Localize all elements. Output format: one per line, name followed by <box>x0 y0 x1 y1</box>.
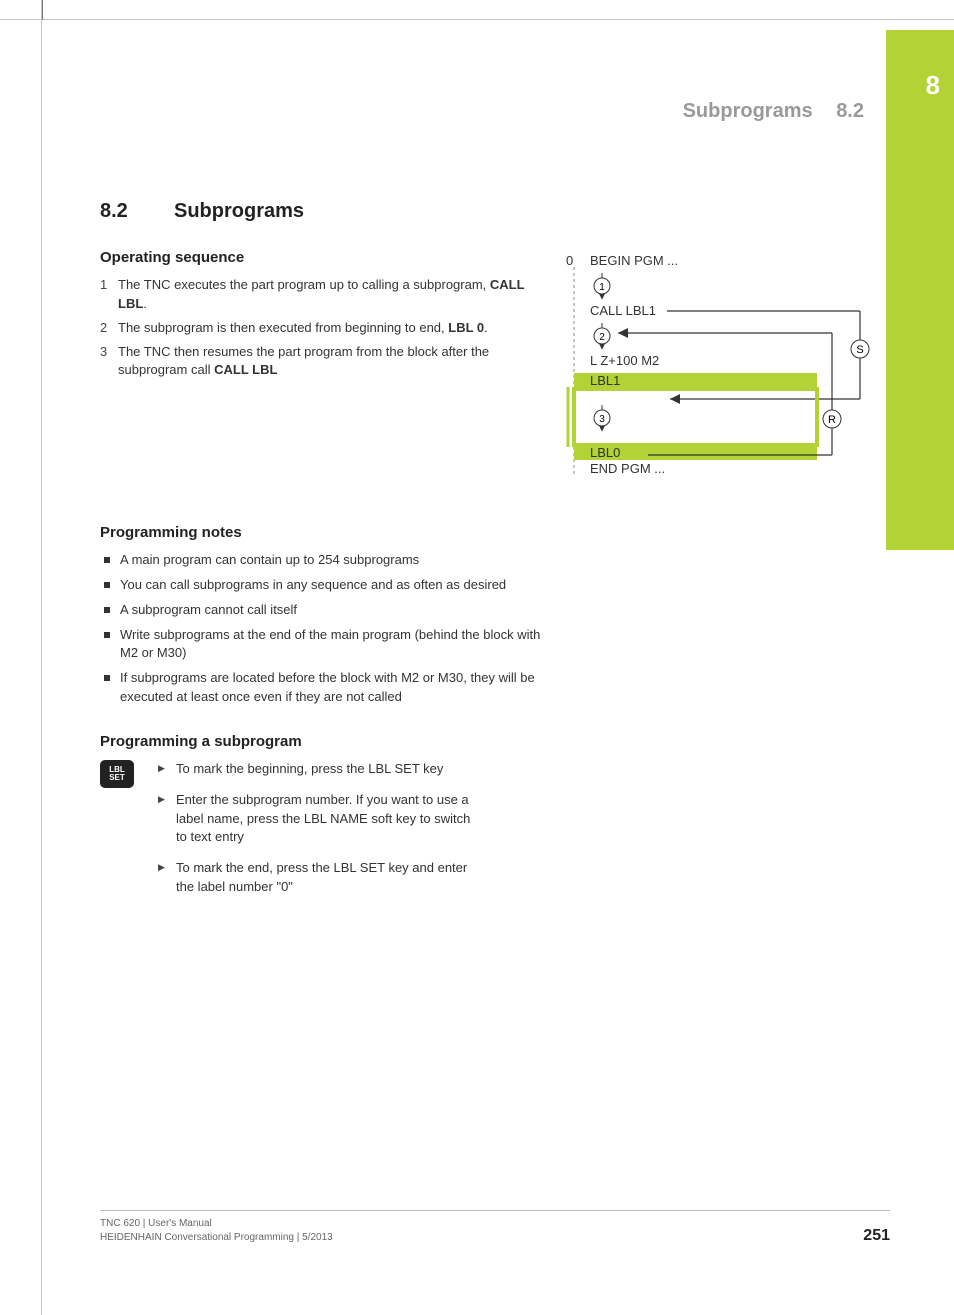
side-tab <box>886 30 954 550</box>
running-header: Subprograms 8.2 <box>683 100 864 123</box>
crop-mark-top <box>0 0 954 20</box>
flow-diagram: 0 BEGIN PGM ... 1 CALL LBL1 S <box>560 249 890 484</box>
svg-text:BEGIN PGM ...: BEGIN PGM ... <box>590 253 678 268</box>
operating-sequence: Operating sequence 1The TNC executes the… <box>100 249 540 380</box>
svg-text:R: R <box>828 414 836 426</box>
section-title: Subprograms <box>174 200 304 223</box>
page-content: 8.2 Subprograms Operating sequence 1The … <box>100 200 890 935</box>
subheading: Programming notes <box>100 524 890 541</box>
list-item: 1The TNC executes the part program up to… <box>100 276 540 314</box>
list-item: To mark the beginning, press the LBL SET… <box>158 760 478 779</box>
svg-text:L Z+100 M2: L Z+100 M2 <box>590 353 659 368</box>
list-item: A subprogram cannot call itself <box>100 601 555 620</box>
steps-list: To mark the beginning, press the LBL SET… <box>158 760 478 909</box>
section-heading: 8.2 Subprograms <box>100 200 890 223</box>
svg-text:S: S <box>856 344 863 356</box>
footer-meta: TNC 620 | User's Manual HEIDENHAIN Conve… <box>100 1217 333 1245</box>
chapter-number: 8 <box>926 70 940 101</box>
list-item: You can call subprograms in any sequence… <box>100 576 555 595</box>
programming-notes: Programming notes A main program can con… <box>100 524 890 707</box>
svg-text:END PGM ...: END PGM ... <box>590 461 665 476</box>
svg-text:3: 3 <box>599 414 605 425</box>
svg-text:0: 0 <box>566 253 573 268</box>
list-item: 2The subprogram is then executed from be… <box>100 319 540 338</box>
list-item: Write subprograms at the end of the main… <box>100 626 555 664</box>
list-item: 3The TNC then resumes the part program f… <box>100 343 540 381</box>
notes-list: A main program can contain up to 254 sub… <box>100 551 555 707</box>
subheading: Programming a subprogram <box>100 733 890 750</box>
list-item: A main program can contain up to 254 sub… <box>100 551 555 570</box>
running-header-section: 8.2 <box>836 100 864 122</box>
page-number: 251 <box>863 1227 890 1245</box>
subheading: Operating sequence <box>100 249 540 266</box>
section-number: 8.2 <box>100 200 174 223</box>
svg-text:CALL LBL1: CALL LBL1 <box>590 303 656 318</box>
svg-text:LBL0: LBL0 <box>590 445 620 460</box>
list-item: If subprograms are located before the bl… <box>100 669 555 707</box>
list-item: To mark the end, press the LBL SET key a… <box>158 859 478 897</box>
crop-mark-left <box>0 0 42 1315</box>
svg-text:2: 2 <box>599 332 605 343</box>
list-item: Enter the subprogram number. If you want… <box>158 791 478 848</box>
lbl-set-key-icon: LBL SET <box>100 760 134 788</box>
svg-text:LBL1: LBL1 <box>590 373 620 388</box>
svg-text:1: 1 <box>599 282 605 293</box>
page-footer: TNC 620 | User's Manual HEIDENHAIN Conve… <box>100 1210 890 1245</box>
programming-subprogram: Programming a subprogram LBL SET To mark… <box>100 733 890 909</box>
sequence-list: 1The TNC executes the part program up to… <box>100 276 540 380</box>
running-header-title: Subprograms <box>683 100 813 122</box>
